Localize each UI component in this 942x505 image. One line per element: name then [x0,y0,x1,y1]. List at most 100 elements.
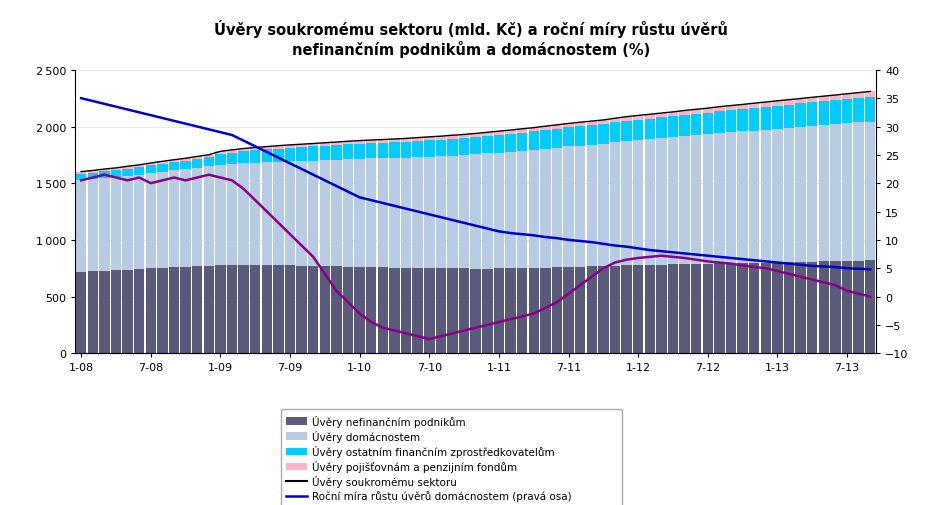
Bar [657,114,667,118]
Bar [88,180,98,272]
Bar [401,159,412,268]
Bar [180,159,191,162]
Bar [157,162,168,164]
Bar [354,141,365,144]
Bar [842,124,853,262]
Bar [424,137,434,141]
Bar [772,129,783,263]
Bar [830,101,840,125]
Bar [842,262,853,354]
Bar [598,267,609,353]
Bar [366,141,377,144]
Bar [436,137,447,140]
Bar [772,107,783,129]
Bar [842,94,853,99]
Bar [772,102,783,107]
Bar [657,118,667,139]
Bar [215,155,226,166]
Bar [447,139,458,157]
Bar [146,269,156,354]
Bar [297,145,307,148]
Bar [622,266,632,353]
Bar [609,123,620,143]
Bar [319,161,330,267]
Bar [203,167,214,266]
Bar [609,143,620,266]
Bar [436,157,447,269]
Bar [668,138,678,265]
Bar [227,154,237,165]
Bar [99,271,109,353]
Bar [273,163,284,266]
Bar [99,170,109,172]
Bar [633,116,643,121]
Text: Úvěry soukromému sektoru (mld. Kč) a roční míry růstu úvěrů
nefinančním podnikům: Úvěry soukromému sektoru (mld. Kč) a roč… [214,20,728,58]
Bar [308,147,318,161]
Bar [784,106,794,129]
Bar [691,110,702,115]
Bar [575,127,585,146]
Bar [691,264,702,354]
Bar [587,145,597,267]
Bar [401,142,412,159]
Bar [88,173,98,180]
Bar [401,268,412,354]
Bar [505,153,516,269]
Bar [819,262,829,354]
Bar [297,162,307,266]
Bar [691,115,702,136]
Bar [714,134,724,264]
Bar [795,128,805,262]
Bar [273,149,284,163]
Bar [203,158,214,167]
Bar [552,148,562,268]
Bar [679,137,690,265]
Bar [262,163,272,266]
Bar [332,143,342,146]
Bar [528,128,539,132]
Bar [447,136,458,139]
Bar [250,148,260,151]
Bar [853,93,864,98]
Bar [657,265,667,354]
Bar [470,269,481,354]
Bar [575,146,585,267]
Bar [76,181,87,272]
Bar [88,171,98,173]
Bar [297,266,307,353]
Bar [482,133,493,137]
Bar [633,121,643,141]
Bar [273,266,284,353]
Bar [784,129,794,263]
Bar [378,143,388,159]
Bar [99,172,109,179]
Bar [853,98,864,123]
Bar [284,145,295,148]
Bar [134,175,144,270]
Bar [227,165,237,265]
Bar [378,268,388,354]
Bar [865,122,875,261]
Bar [413,142,423,158]
Bar [725,107,737,111]
Bar [807,262,818,354]
Bar [749,263,759,354]
Bar [146,166,156,174]
Bar [760,130,771,263]
Bar [540,268,550,354]
Bar [760,108,771,130]
Bar [169,268,179,354]
Bar [517,269,528,354]
Bar [203,156,214,158]
Bar [157,269,168,354]
Bar [459,139,469,156]
Bar [192,267,203,353]
Bar [192,157,203,160]
Bar [319,146,330,161]
Bar [657,139,667,265]
Bar [122,177,133,270]
Bar [819,97,829,102]
Bar [738,132,748,264]
Bar [470,134,481,138]
Bar [807,98,818,103]
